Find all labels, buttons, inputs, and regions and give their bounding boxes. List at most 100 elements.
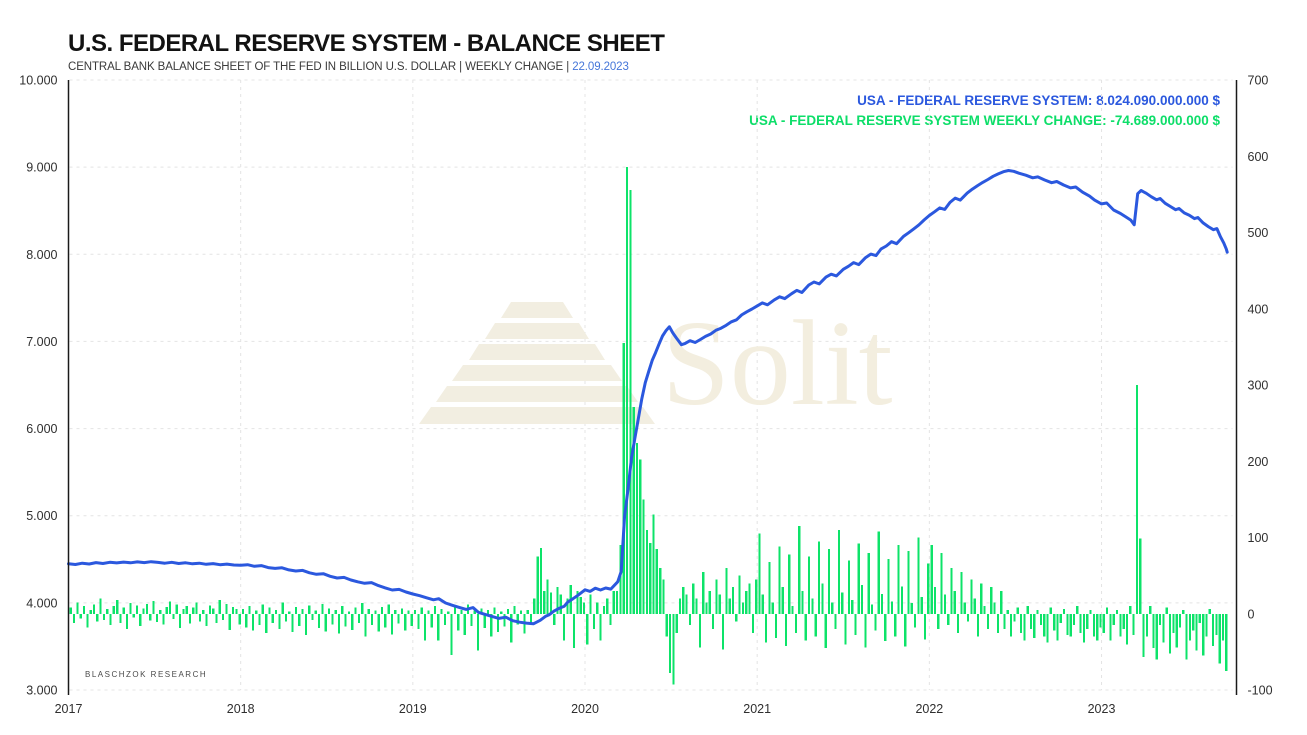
- weekly-change-bar: [132, 613, 135, 618]
- weekly-change-bar: [1066, 613, 1069, 636]
- weekly-change-bar: [765, 613, 768, 643]
- weekly-change-bar: [1102, 613, 1105, 633]
- weekly-change-bar: [390, 613, 394, 635]
- weekly-change-bar: [374, 610, 377, 614]
- legend-balance-sheet: USA - FEDERAL RESERVE SYSTEM: 8.024.090.…: [857, 93, 1220, 108]
- weekly-change-bar: [622, 343, 625, 614]
- pyramid-tier: [436, 386, 638, 402]
- bars-series: [69, 166, 1228, 685]
- weekly-change-bar: [947, 613, 950, 626]
- weekly-change-bar: [1062, 609, 1066, 614]
- weekly-change-bar: [655, 548, 658, 614]
- weekly-change-bar: [251, 613, 254, 631]
- solit-watermark-text: Solit: [662, 296, 893, 431]
- weekly-change-bar: [1076, 606, 1079, 614]
- weekly-change-bar: [953, 590, 956, 614]
- weekly-change-bar: [702, 571, 705, 614]
- weekly-change-bar: [718, 594, 721, 614]
- weekly-change-bar: [155, 613, 158, 623]
- weekly-change-bar: [73, 613, 76, 623]
- weekly-change-bar: [1172, 613, 1175, 633]
- weekly-change-bar: [900, 586, 903, 614]
- weekly-change-bar: [437, 613, 440, 641]
- weekly-change-bar: [1000, 590, 1003, 614]
- weekly-change-bar: [864, 613, 867, 648]
- chart-date: 22.09.2023: [572, 61, 629, 73]
- weekly-change-bar: [1019, 613, 1023, 633]
- weekly-change-bar: [1013, 613, 1016, 622]
- weekly-change-bar: [225, 603, 228, 614]
- weekly-change-bar: [861, 584, 864, 614]
- weekly-change-bar: [89, 609, 92, 614]
- weekly-change-bar: [592, 613, 596, 629]
- weekly-change-bar: [1145, 613, 1148, 637]
- weekly-change-bar: [1132, 613, 1135, 636]
- weekly-change-bar: [1129, 606, 1132, 614]
- weekly-change-bar: [1112, 613, 1115, 626]
- weekly-change-bar: [152, 600, 155, 614]
- weekly-change-bar: [116, 600, 119, 614]
- weekly-change-bar: [354, 607, 357, 614]
- y-axis-left-label: 4.000: [26, 596, 57, 610]
- weekly-change-bar: [145, 603, 149, 614]
- weekly-change-bar: [904, 613, 907, 647]
- weekly-change-bar: [635, 442, 639, 614]
- watermark: Solit: [419, 296, 893, 431]
- weekly-change-bar: [1092, 613, 1095, 637]
- weekly-change-bar: [490, 613, 493, 637]
- weekly-change-bar: [1211, 613, 1215, 646]
- weekly-change-bar: [758, 533, 761, 614]
- weekly-change-bar: [957, 613, 960, 633]
- weekly-change-bar: [579, 596, 582, 614]
- weekly-change-bar: [857, 543, 860, 614]
- weekly-change-bar: [82, 606, 86, 614]
- weekly-change-bar: [364, 613, 367, 637]
- chart-title: U.S. FEDERAL RESERVE SYSTEM - BALANCE SH…: [68, 30, 665, 57]
- weekly-change-bar: [596, 602, 599, 614]
- weekly-change-bar: [980, 583, 983, 614]
- weekly-change-bar: [99, 598, 102, 614]
- weekly-change-bar: [308, 605, 311, 614]
- weekly-change-bar: [1033, 613, 1036, 639]
- weekly-change-bar: [983, 606, 986, 614]
- weekly-change-bar: [178, 613, 182, 629]
- weekly-change-bar: [427, 610, 430, 614]
- weekly-change-bar: [500, 611, 503, 614]
- weekly-change-bar: [536, 556, 539, 614]
- weekly-change-bar: [496, 613, 500, 633]
- weekly-change-bar: [798, 526, 801, 614]
- weekly-change-bar: [159, 609, 162, 614]
- weekly-change-bar: [486, 609, 490, 614]
- y-axis-right-label: 700: [1248, 74, 1269, 88]
- pyramid-tier: [485, 323, 589, 339]
- weekly-change-bar: [321, 603, 324, 614]
- weekly-change-bar: [940, 552, 943, 614]
- y-axis-right-label: 500: [1248, 226, 1269, 240]
- weekly-change-bar: [122, 607, 125, 614]
- weekly-change-bar: [347, 611, 351, 614]
- weekly-change-bar: [261, 604, 264, 614]
- weekly-change-bar: [265, 613, 268, 633]
- weekly-change-bar: [698, 613, 701, 648]
- weekly-change-bar: [291, 613, 294, 633]
- weekly-change-bar: [1109, 613, 1112, 641]
- weekly-change-bar: [1036, 609, 1039, 614]
- weekly-change-bar: [1221, 613, 1225, 641]
- weekly-change-bar: [410, 613, 413, 626]
- weekly-change-bar: [606, 598, 609, 614]
- weekly-change-bar: [440, 609, 443, 614]
- weekly-change-bar: [549, 592, 552, 614]
- weekly-change-bar: [976, 613, 980, 637]
- x-axis-year-label: 2018: [227, 702, 255, 716]
- weekly-change-bar: [990, 587, 993, 614]
- weekly-change-bar: [1162, 613, 1165, 643]
- weekly-change-bar: [867, 552, 870, 614]
- weekly-change-bar: [1165, 607, 1168, 614]
- weekly-change-bar: [506, 609, 509, 614]
- weekly-change-bar: [937, 613, 940, 629]
- weekly-change-bar: [314, 610, 317, 614]
- weekly-change-bar: [844, 613, 847, 645]
- y-axis-right-label: 400: [1248, 302, 1269, 316]
- weekly-change-bar: [430, 613, 433, 628]
